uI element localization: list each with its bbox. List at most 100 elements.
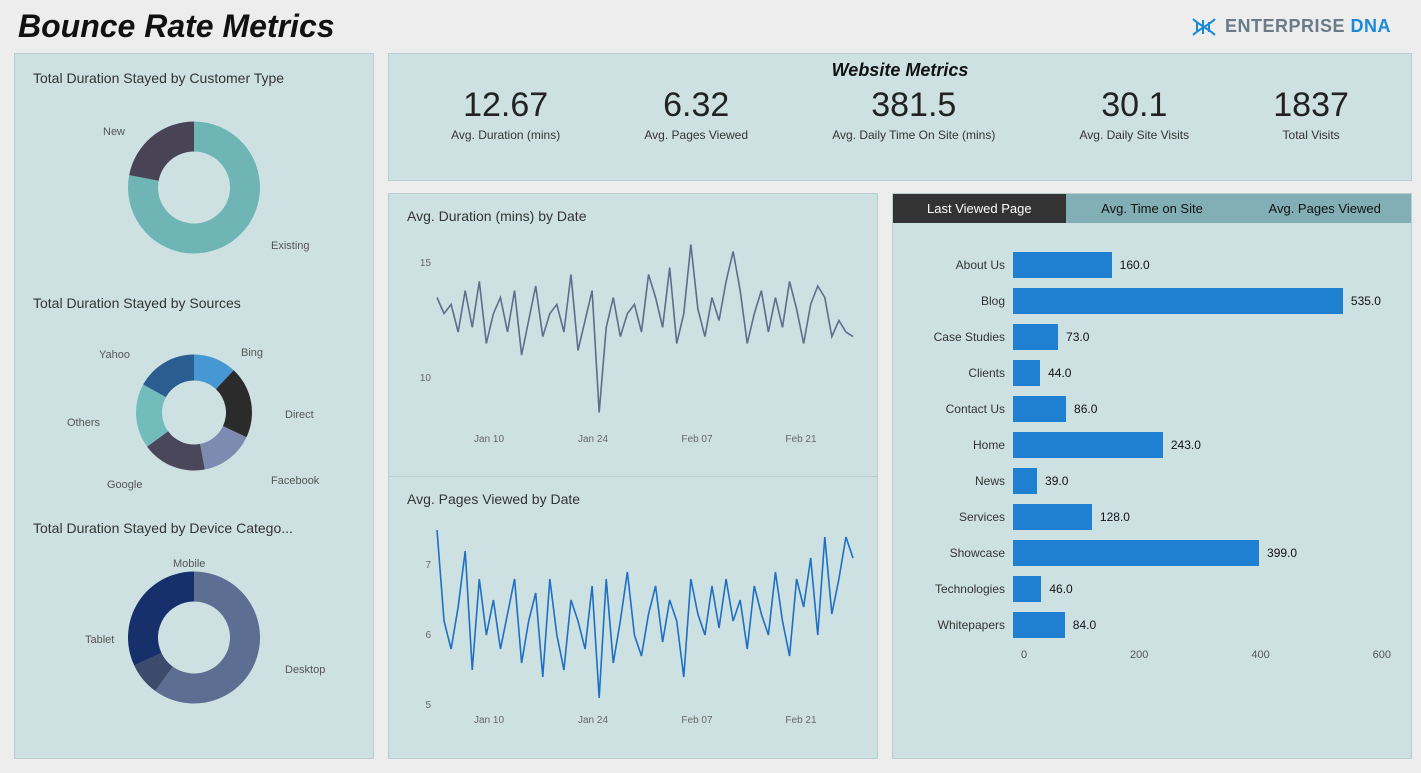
donut-device[interactable]: Desktop Mobile Tablet (23, 540, 365, 735)
donut-customer-type[interactable]: Existing New (23, 90, 365, 285)
bar-row[interactable]: Clients 44.0 (921, 355, 1391, 391)
bar-category-label: About Us (921, 258, 1013, 272)
bar-category-label: Technologies (921, 582, 1013, 596)
svg-text:Jan 24: Jan 24 (578, 715, 608, 726)
metric-label: Total Visits (1273, 128, 1349, 142)
line-duration-title: Avg. Duration (mins) by Date (407, 208, 863, 224)
bar-value: 399.0 (1267, 546, 1297, 560)
donut-sources[interactable]: Bing Direct Facebook Google Others Yahoo (23, 315, 365, 510)
bar-row[interactable]: Showcase 399.0 (921, 535, 1391, 571)
bar-value: 243.0 (1171, 438, 1201, 452)
bar-x-axis: 0200400600 (1021, 649, 1391, 661)
bar-value: 535.0 (1351, 294, 1381, 308)
metric-card: 6.32 Avg. Pages Viewed (644, 87, 748, 142)
svg-text:Jan 24: Jan 24 (578, 434, 608, 445)
bar-value: 44.0 (1048, 366, 1071, 380)
donut-label: Mobile (173, 558, 205, 570)
bar-row[interactable]: Blog 535.0 (921, 283, 1391, 319)
metric-value: 381.5 (832, 87, 995, 124)
bar-value: 84.0 (1073, 618, 1096, 632)
donut-label: Existing (271, 240, 310, 252)
bar-row[interactable]: Services 128.0 (921, 499, 1391, 535)
metric-card: 381.5 Avg. Daily Time On Site (mins) (832, 87, 995, 142)
svg-text:Feb 21: Feb 21 (785, 434, 817, 445)
bar-row[interactable]: Home 243.0 (921, 427, 1391, 463)
metric-card: 12.67Avg. Duration (mins) (451, 87, 560, 142)
svg-text:5: 5 (425, 700, 431, 711)
bar-value: 73.0 (1066, 330, 1089, 344)
donut-label: Yahoo (99, 349, 130, 361)
metrics-title: Website Metrics (832, 60, 969, 81)
line-pages-title: Avg. Pages Viewed by Date (407, 491, 863, 507)
brand-text-1: ENTERPRISE (1225, 16, 1345, 36)
svg-text:Jan 10: Jan 10 (474, 715, 504, 726)
metric-label: Avg. Pages Viewed (644, 128, 748, 142)
bar-row[interactable]: Contact Us 86.0 (921, 391, 1391, 427)
metric-card: 30.1Avg. Daily Site Visits (1080, 87, 1190, 142)
svg-text:6: 6 (425, 630, 431, 641)
donut-sources-title: Total Duration Stayed by Sources (33, 295, 365, 311)
bar-row[interactable]: Case Studies 73.0 (921, 319, 1391, 355)
bar-fill (1013, 252, 1112, 278)
bar-value: 128.0 (1100, 510, 1130, 524)
bar-fill (1013, 432, 1163, 458)
donut-label: Others (67, 417, 100, 429)
bar-fill (1013, 288, 1343, 314)
donut-label: Desktop (285, 664, 325, 676)
bar-category-label: Services (921, 510, 1013, 524)
bar-fill (1013, 540, 1259, 566)
bar-fill (1013, 576, 1041, 602)
bar-category-label: Home (921, 438, 1013, 452)
bar-fill (1013, 360, 1040, 386)
donut-label: Facebook (271, 475, 319, 487)
bar-value: 39.0 (1045, 474, 1068, 488)
svg-text:10: 10 (420, 373, 432, 384)
bar-row[interactable]: News 39.0 (921, 463, 1391, 499)
bar-chart-panel: Last Viewed PageAvg. Time on SiteAvg. Pa… (892, 193, 1412, 759)
bar-category-label: Contact Us (921, 402, 1013, 416)
bar-row[interactable]: About Us 160.0 (921, 247, 1391, 283)
tab-avg-time-on-site[interactable]: Avg. Time on Site (1066, 194, 1239, 223)
tab-last-viewed-page[interactable]: Last Viewed Page (893, 194, 1066, 223)
tab-avg-pages-viewed[interactable]: Avg. Pages Viewed (1238, 194, 1411, 223)
bar-fill (1013, 324, 1058, 350)
svg-text:Feb 07: Feb 07 (681, 715, 713, 726)
bar-category-label: Whitepapers (921, 618, 1013, 632)
donut-device-title: Total Duration Stayed by Device Catego..… (33, 520, 365, 536)
metric-card: 1837 Total Visits (1273, 87, 1349, 142)
svg-text:Feb 07: Feb 07 (681, 434, 713, 445)
line-duration-panel[interactable]: Avg. Duration (mins) by Date 1015Jan 10J… (388, 193, 878, 476)
svg-text:15: 15 (420, 258, 432, 269)
donut-label: New (103, 126, 125, 138)
bar-row[interactable]: Whitepapers 84.0 (921, 607, 1391, 643)
bar-fill (1013, 396, 1066, 422)
brand-text-2: DNA (1351, 16, 1392, 36)
bar-fill (1013, 612, 1065, 638)
tabs: Last Viewed PageAvg. Time on SiteAvg. Pa… (893, 194, 1411, 223)
metrics-panel: Website Metrics 12.67Avg. Duration (mins… (388, 53, 1412, 181)
donut-label: Direct (285, 409, 314, 421)
metric-value: 1837 (1273, 87, 1349, 124)
dna-icon (1189, 15, 1219, 39)
bar-fill (1013, 468, 1037, 494)
brand-logo: ENTERPRISE DNA (1189, 15, 1391, 39)
bar-category-label: Showcase (921, 546, 1013, 560)
bar-category-label: Case Studies (921, 330, 1013, 344)
svg-text:Feb 21: Feb 21 (785, 715, 817, 726)
donut-label: Bing (241, 347, 263, 359)
bar-chart[interactable]: About Us 160.0Blog 535.0Case Studies 73.… (893, 223, 1411, 677)
donut-label: Google (107, 479, 142, 491)
metric-value: 6.32 (644, 87, 748, 124)
metric-label: Avg. Daily Site Visits (1080, 128, 1190, 142)
bar-category-label: Clients (921, 366, 1013, 380)
donut-customer-title: Total Duration Stayed by Customer Type (33, 70, 365, 86)
bar-fill (1013, 504, 1092, 530)
bar-category-label: News (921, 474, 1013, 488)
line-pages-panel[interactable]: Avg. Pages Viewed by Date 567Jan 10Jan 2… (388, 476, 878, 759)
donut-label: Tablet (85, 634, 114, 646)
bar-category-label: Blog (921, 294, 1013, 308)
metric-label: Avg. Daily Time On Site (mins) (832, 128, 995, 142)
metric-label: Avg. Duration (mins) (451, 128, 560, 142)
bar-row[interactable]: Technologies 46.0 (921, 571, 1391, 607)
left-donuts-panel: Total Duration Stayed by Customer Type E… (14, 53, 374, 759)
